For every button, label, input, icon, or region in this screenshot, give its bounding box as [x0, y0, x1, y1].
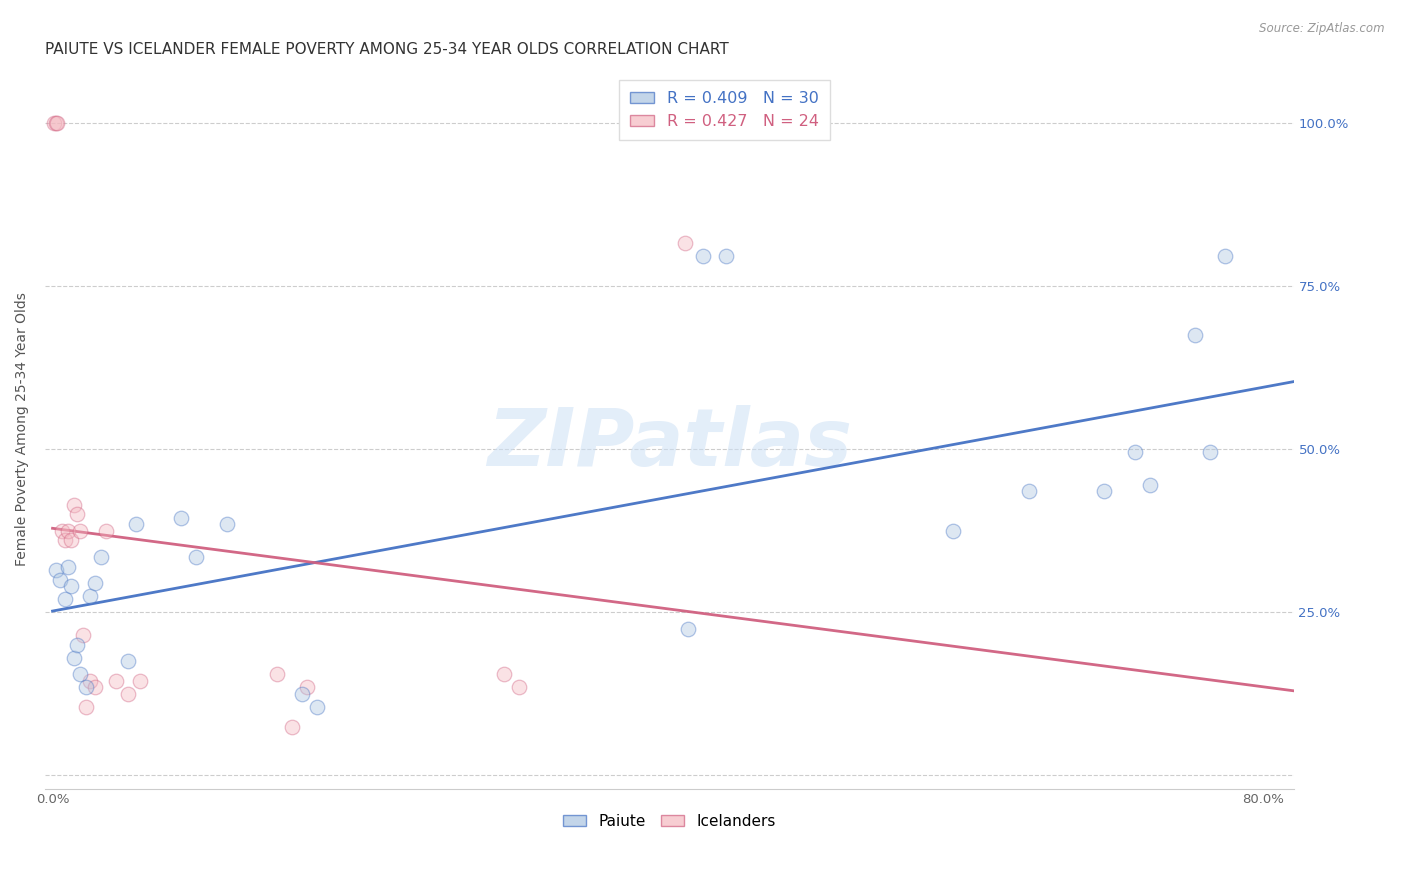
Point: [215, 517, 238, 532]
Y-axis label: Female Poverty Among 25-34 Year Olds: Female Poverty Among 25-34 Year Olds: [15, 293, 30, 566]
Point: [51, 524, 73, 538]
Point: [79, 589, 101, 603]
Point: [307, 700, 329, 714]
Point: [673, 236, 696, 251]
Text: PAIUTE VS ICELANDER FEMALE POVERTY AMONG 25-34 YEAR OLDS CORRELATION CHART: PAIUTE VS ICELANDER FEMALE POVERTY AMONG…: [45, 42, 728, 57]
Point: [84, 681, 107, 695]
Point: [79, 673, 101, 688]
Point: [125, 517, 148, 532]
Point: [1123, 445, 1146, 459]
Point: [53, 533, 76, 548]
Text: Source: ZipAtlas.com: Source: ZipAtlas.com: [1260, 22, 1385, 36]
Point: [59, 579, 82, 593]
Point: [117, 654, 139, 668]
Point: [1139, 478, 1161, 492]
Point: [942, 524, 965, 538]
Point: [46, 116, 69, 130]
Point: [186, 549, 208, 564]
Point: [62, 498, 84, 512]
Point: [69, 667, 91, 681]
Text: ZIPatlas: ZIPatlas: [486, 405, 852, 483]
Legend: Paiute, Icelanders: Paiute, Icelanders: [557, 807, 782, 835]
Point: [1184, 327, 1206, 342]
Point: [45, 116, 67, 130]
Point: [90, 549, 112, 564]
Point: [692, 250, 714, 264]
Point: [1199, 445, 1222, 459]
Point: [129, 673, 152, 688]
Point: [56, 524, 79, 538]
Point: [84, 575, 107, 590]
Point: [280, 719, 302, 733]
Point: [1215, 250, 1237, 264]
Point: [291, 687, 314, 701]
Point: [170, 510, 193, 524]
Point: [295, 681, 318, 695]
Point: [49, 573, 72, 587]
Point: [62, 651, 84, 665]
Point: [66, 638, 89, 652]
Point: [66, 508, 89, 522]
Point: [94, 524, 117, 538]
Point: [69, 524, 91, 538]
Point: [75, 681, 97, 695]
Point: [676, 622, 699, 636]
Point: [56, 559, 79, 574]
Point: [59, 533, 82, 548]
Point: [45, 563, 67, 577]
Point: [117, 687, 139, 701]
Point: [42, 116, 65, 130]
Point: [714, 250, 737, 264]
Point: [508, 681, 530, 695]
Point: [1092, 484, 1115, 499]
Point: [1018, 484, 1040, 499]
Point: [266, 667, 288, 681]
Point: [72, 628, 94, 642]
Point: [53, 592, 76, 607]
Point: [492, 667, 515, 681]
Point: [105, 673, 128, 688]
Point: [75, 700, 97, 714]
